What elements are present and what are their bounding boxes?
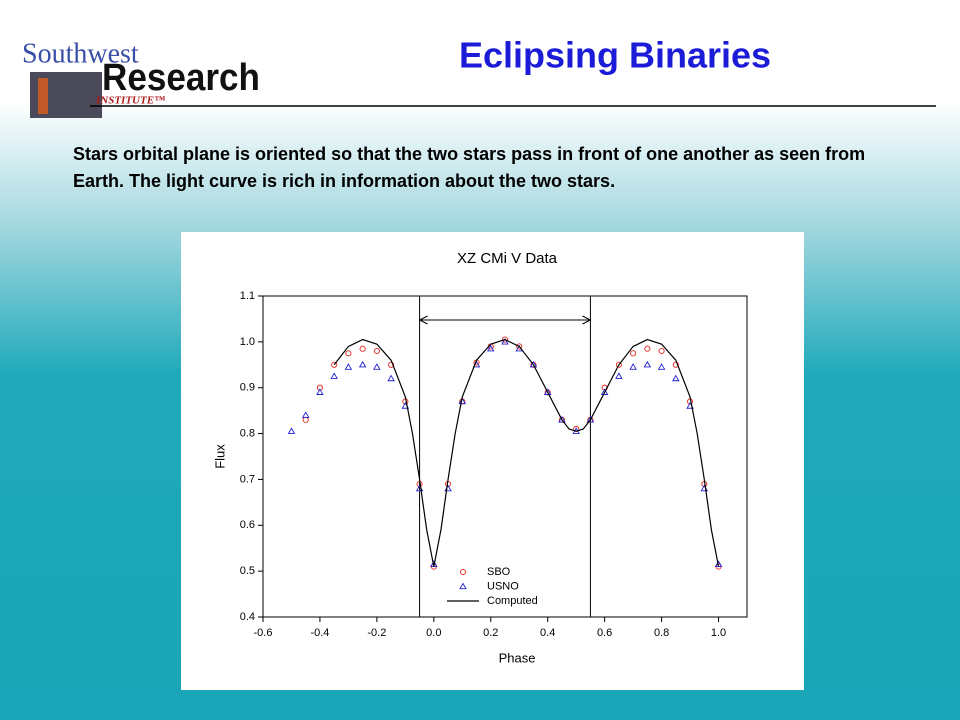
data-point: [287, 427, 296, 434]
chart-area: [181, 232, 804, 690]
x-tick-label: -0.6: [254, 627, 273, 639]
legend-label: USNO: [487, 580, 519, 592]
legend-label: SBO: [487, 566, 511, 578]
data-point: [529, 360, 538, 368]
data-point: [458, 397, 467, 405]
x-tick-label: -0.2: [367, 627, 386, 639]
data-point: [672, 361, 679, 368]
y-tick-label: 1.0: [240, 336, 255, 348]
data-point: [373, 347, 380, 355]
data-point: [516, 343, 523, 350]
data-point: [615, 361, 622, 368]
body-text: Stars orbital plane is oriented so that …: [73, 144, 866, 191]
data-point: [501, 337, 509, 345]
logo-text: INSTITUTE™: [95, 95, 165, 107]
y-tick-label: 1.1: [240, 290, 255, 302]
period-arrow: [418, 315, 592, 325]
data-point: [358, 360, 367, 368]
x-tick-label: 0.2: [483, 627, 498, 639]
data-point: [388, 361, 395, 368]
data-point: [644, 345, 651, 352]
data-point: [387, 374, 395, 382]
data-point: [600, 388, 609, 395]
data-point: [345, 350, 352, 357]
data-point: [657, 363, 666, 370]
y-tick-label: 0.8: [240, 427, 255, 439]
y-axis-label: Flux: [212, 444, 227, 469]
y-tick-label: 0.6: [240, 519, 255, 531]
legend-swatch: [459, 568, 467, 576]
legend-label: Computed: [487, 595, 538, 607]
data-point: [359, 345, 366, 352]
data-point: [486, 344, 495, 352]
data-point: [630, 350, 637, 357]
x-tick-label: 0.4: [540, 627, 555, 639]
data-point: [615, 372, 623, 379]
legend-swatch: [459, 582, 467, 590]
data-point: [330, 372, 338, 379]
logo-text: Research: [102, 57, 260, 99]
y-tick-label: 0.5: [240, 565, 255, 577]
data-point: [672, 374, 680, 382]
data-point: [301, 411, 310, 418]
data-point: [316, 384, 323, 391]
logo-text: Southwest: [22, 38, 139, 69]
data-point: [344, 363, 353, 370]
chart-title: XZ CMi V Data: [457, 250, 558, 267]
data-point: [658, 347, 665, 355]
x-tick-label: 0.8: [654, 627, 669, 639]
data-point: [643, 360, 652, 368]
logo-image: [38, 78, 48, 114]
data-point: [316, 388, 324, 395]
data-point: [373, 363, 381, 370]
data-point: [558, 415, 566, 423]
x-tick-label: 0.6: [597, 627, 612, 639]
data-point: [629, 363, 637, 370]
x-axis-label: Phase: [499, 650, 536, 665]
x-tick-label: -0.4: [310, 627, 329, 639]
data-point: [501, 336, 509, 343]
computed-line: [333, 338, 720, 567]
y-tick-label: 0.9: [240, 382, 255, 394]
x-tick-label: 1.0: [711, 627, 726, 639]
slide-title: Eclipsing Binaries: [459, 35, 771, 76]
data-point: [543, 388, 552, 395]
data-point: [331, 361, 338, 368]
y-tick-label: 0.4: [240, 611, 255, 623]
x-tick-label: 0.0: [426, 627, 441, 639]
data-point: [586, 415, 595, 423]
y-tick-label: 0.7: [240, 473, 255, 485]
plot-frame: [262, 295, 748, 618]
